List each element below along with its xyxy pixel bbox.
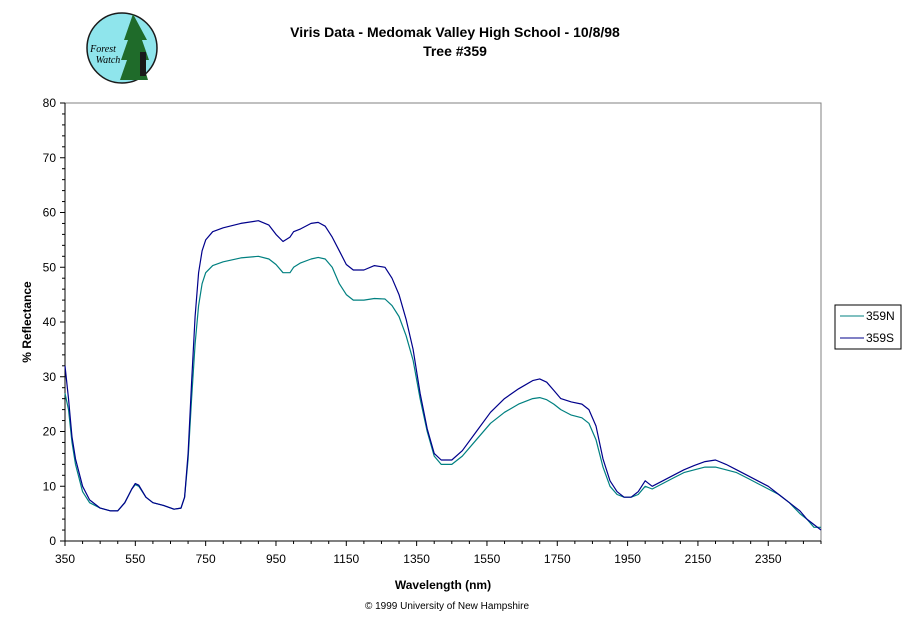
x-tick-label: 2350 [755,552,782,566]
logo-text-watch: Watch [96,55,121,66]
copyright: © 1999 University of New Hampshire [365,601,530,612]
legend: 359N 359S [834,304,902,350]
y-tick-label: 40 [43,315,57,329]
legend-label-359s: 359S [866,331,894,345]
x-axis-title: Wavelength (nm) [395,578,491,592]
legend-box [834,304,902,350]
x-tick-label: 2150 [685,552,712,566]
y-tick-label: 30 [43,370,57,384]
series-lines [64,220,822,531]
x-tick-label: 1750 [544,552,571,566]
trunk-icon [140,52,146,76]
series-line-359s [64,220,822,531]
plot-area [64,102,822,542]
y-tick-label: 50 [43,260,57,274]
legend-label-359n: 359N [866,309,895,323]
forest-watch-logo: Forest Watch [86,12,158,84]
x-tick-label: 950 [266,552,286,566]
chart-title: Viris Data - Medomak Valley High School … [290,24,620,40]
x-tick-label: 750 [196,552,216,566]
y-tick-label: 60 [43,206,57,220]
x-tick-label: 1150 [333,552,359,566]
x-tick-label: 1950 [614,552,641,566]
x-ticks: 350 550 750 950 1150 1350 1550 1750 1950 2150 2350 [55,541,822,566]
y-tick-label: 70 [43,151,57,165]
chart-subtitle: Tree #359 [423,43,487,59]
x-tick-label: 550 [125,552,145,566]
logo-text-forest: Forest [89,44,116,55]
y-axis-title: % Reflectance [20,281,34,363]
x-tick-label: 350 [55,552,75,566]
y-tick-label: 80 [43,96,57,110]
x-tick-label: 1350 [403,552,430,566]
y-ticks: 0 10 20 30 40 50 60 70 80 [43,96,65,548]
y-tick-label: 20 [43,425,57,439]
y-tick-label: 10 [43,479,57,493]
x-tick-label: 1550 [474,552,501,566]
y-tick-label: 0 [49,534,56,548]
